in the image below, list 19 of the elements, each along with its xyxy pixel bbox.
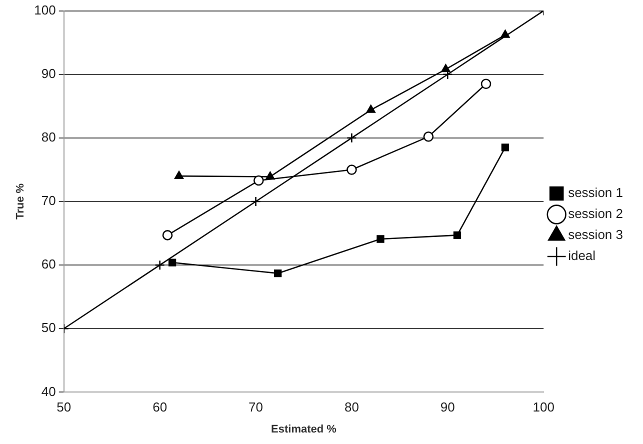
x-tick-label: 90	[440, 400, 455, 415]
legend-label: session 3	[568, 227, 623, 242]
y-tick-label: 100	[34, 2, 56, 18]
y-tick-label: 70	[41, 193, 56, 208]
y-tick-label: 90	[41, 66, 56, 81]
y-tick-label: 80	[41, 130, 56, 145]
y-tick-label: 40	[41, 384, 56, 399]
y-tick-label: 60	[41, 256, 56, 272]
legend-label: session 2	[568, 206, 623, 222]
legend-label: ideal	[568, 248, 596, 264]
y-tick-label: 50	[41, 320, 56, 336]
x-tick-label: 60	[152, 400, 168, 415]
x-axis-title: Estimated %	[271, 423, 337, 436]
x-tick-label: 70	[248, 400, 263, 415]
x-tick-label: 80	[344, 400, 359, 415]
legend-label: session 1	[568, 185, 623, 200]
x-tick-label: 50	[56, 400, 72, 415]
y-axis-title: True %	[14, 183, 27, 220]
x-tick-label: 100	[532, 400, 554, 415]
